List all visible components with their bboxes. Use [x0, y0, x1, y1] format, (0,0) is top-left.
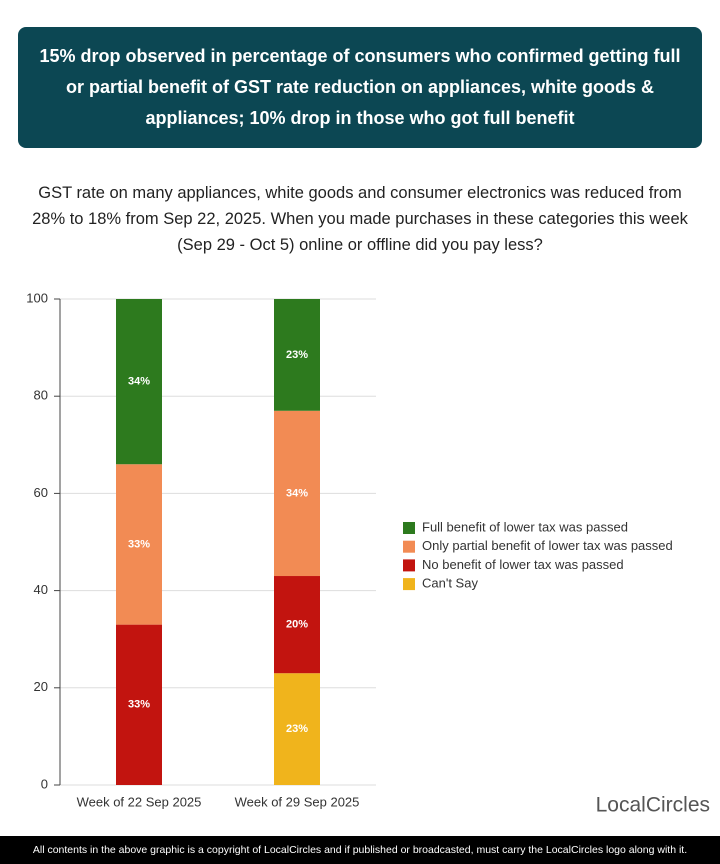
y-tick-label: 20 [34, 679, 48, 694]
value-label: 23% [286, 349, 308, 361]
value-label: 20% [286, 619, 308, 631]
bar-segment [116, 624, 162, 785]
legend-swatch [403, 578, 415, 591]
value-label: 33% [128, 699, 150, 711]
legend-swatch [403, 540, 415, 553]
x-tick-label: Week of 29 Sep 2025 [235, 794, 360, 809]
value-label: 23% [286, 723, 308, 735]
legend-label: Only partial benefit of lower tax was pa… [422, 538, 673, 553]
value-label: 33% [128, 538, 150, 550]
bar-segment [274, 673, 320, 785]
logo: LocalCircles [596, 794, 710, 817]
y-tick-label: 0 [41, 776, 48, 791]
y-tick-label: 40 [34, 582, 48, 597]
legend-swatch [403, 559, 415, 572]
x-tick-label: Week of 22 Sep 2025 [77, 794, 202, 809]
bar-segment [116, 299, 162, 465]
y-tick-label: 60 [34, 485, 48, 500]
footer: All contents in the above graphic is a c… [0, 836, 720, 864]
value-label: 34% [286, 487, 308, 499]
legend-label: No benefit of lower tax was passed [422, 557, 624, 572]
bar-segment [274, 299, 320, 411]
bar-segment [274, 576, 320, 674]
value-label: 34% [128, 376, 150, 388]
bar-segment [116, 464, 162, 625]
legend-label: Can't Say [422, 576, 478, 591]
bar-segment [274, 410, 320, 577]
chart-title: 15% drop observed in percentage of consu… [18, 27, 702, 148]
legend-label: Full benefit of lower tax was passed [422, 519, 628, 534]
y-tick-label: 100 [26, 290, 48, 305]
y-tick-label: 80 [34, 388, 48, 403]
chart: LocalCircles 0 20 40 60 80 100 Week of 22 Sep … [26, 290, 710, 817]
chart-subtitle: GST rate on many appliances, white goods… [32, 184, 688, 254]
legend-swatch [403, 522, 415, 534]
